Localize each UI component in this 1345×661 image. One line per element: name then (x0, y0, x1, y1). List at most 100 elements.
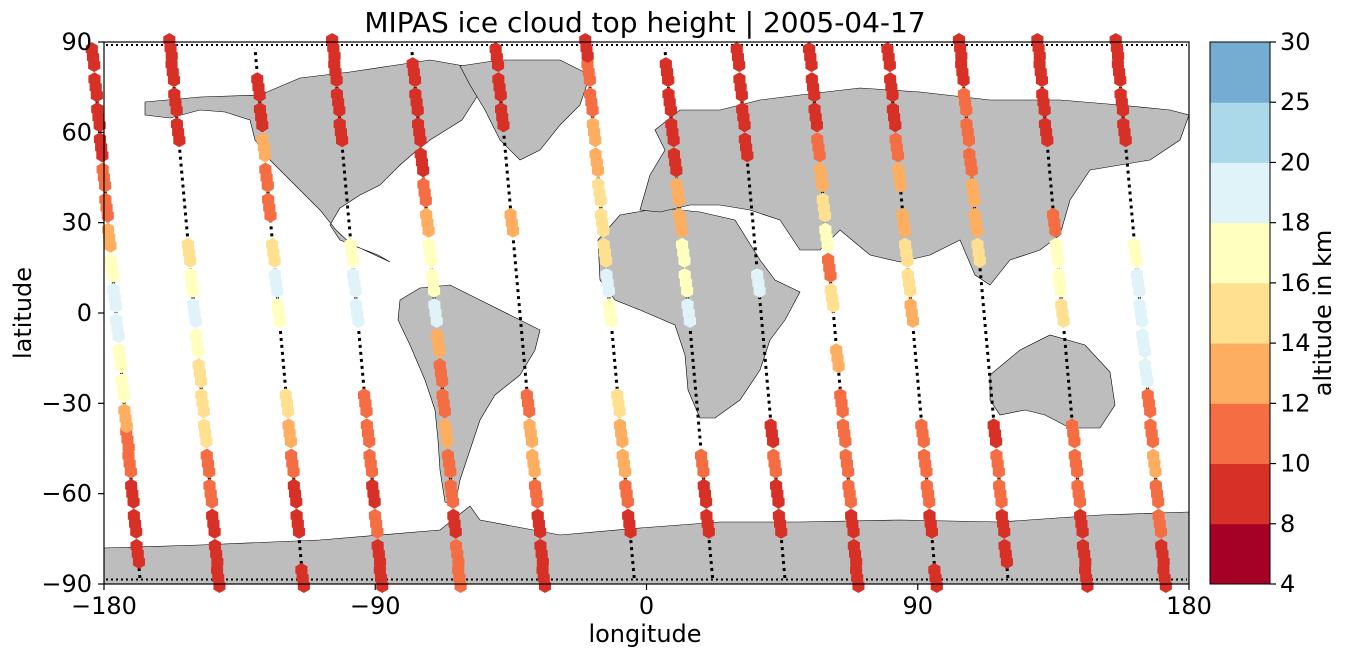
cloud-hex-mark (374, 554, 387, 569)
cloud-hex-mark (452, 554, 465, 569)
cloud-hex-mark (523, 404, 536, 419)
cloud-hex-mark (738, 118, 751, 133)
colorbar-segment (1210, 282, 1270, 344)
cloud-hex-mark (810, 118, 823, 133)
cloud-hex-mark (449, 524, 462, 539)
land-africa (597, 207, 801, 419)
cloud-hex-mark (271, 283, 284, 298)
cloud-hex-mark (700, 494, 713, 509)
cloud-hex-mark (906, 314, 919, 328)
cloud-hex-mark (930, 579, 943, 593)
cloud-hex-mark (1052, 253, 1065, 268)
cloud-hex-mark (1076, 524, 1089, 539)
colorbar-tick-label: 25 (1280, 88, 1311, 116)
cloud-hex-mark (349, 283, 362, 298)
cloud-hex-mark (920, 464, 933, 479)
cloud-hex-mark (753, 283, 766, 298)
cloud-hex-mark (589, 133, 602, 148)
cloud-hex-mark (1135, 314, 1148, 328)
cloud-hex-mark (346, 253, 359, 268)
cloud-hex-mark (842, 464, 855, 479)
cloud-hex-mark (287, 464, 300, 479)
cloud-hex-mark (186, 283, 199, 298)
cloud-hex-mark (819, 208, 832, 223)
cloud-hex-mark (624, 524, 637, 539)
cloud-hex-mark (850, 554, 863, 569)
cloud-hex-mark (664, 103, 677, 118)
cloud-hex-mark (130, 524, 143, 539)
cloud-hex-mark (965, 163, 978, 178)
cloud-hex-mark (328, 49, 341, 63)
cloud-hex-mark (264, 208, 277, 223)
cloud-hex-mark (167, 73, 180, 88)
cloud-hex-mark (735, 88, 748, 103)
colorbar-tick-label: 20 (1280, 148, 1311, 176)
cloud-hex-mark (583, 73, 596, 88)
cloud-hex-mark (192, 344, 205, 359)
cloud-hex-mark (101, 208, 114, 223)
cloud-hex-mark (925, 524, 938, 539)
colorbar-segment (1210, 102, 1270, 163)
cloud-hex-mark (454, 579, 467, 593)
cloud-hex-mark (616, 434, 629, 449)
cloud-hex-mark (962, 133, 975, 148)
cloud-hex-mark (273, 314, 287, 328)
cloud-hex-mark (621, 494, 634, 509)
cloud-hex-mark (990, 434, 1003, 449)
cloud-hex-mark (1079, 554, 1092, 569)
colorbar-segment (1210, 523, 1270, 585)
cloud-hex-mark (594, 193, 607, 208)
cloud-hex-mark (670, 163, 683, 178)
cloud-hex-mark (904, 283, 917, 298)
cloud-hex-mark (678, 253, 691, 268)
cloud-hex-mark (662, 73, 675, 88)
cloud-hex-mark (184, 253, 197, 268)
cloud-hex-mark (99, 178, 112, 193)
cloud-hex-mark (417, 163, 430, 178)
cloud-hex-mark (836, 404, 849, 419)
cloud-hex-mark (282, 404, 295, 419)
cloud-hex-mark (839, 434, 852, 449)
cloud-hex-mark (409, 73, 422, 88)
cloud-hex-mark (821, 238, 834, 253)
cloud-hex-mark (371, 524, 384, 539)
x-tick-label: −90 (350, 592, 401, 620)
cloud-hex-mark (1133, 283, 1146, 298)
cloud-hex-mark (767, 434, 780, 449)
cloud-hex-mark (173, 133, 186, 148)
x-tick-label: 0 (639, 592, 654, 620)
cloud-hex-mark (205, 494, 218, 509)
y-tick-label: 90 (61, 28, 92, 56)
colorbar-tick-label: 10 (1280, 450, 1311, 478)
cloud-hex-mark (1000, 554, 1013, 569)
cloud-hex-mark (333, 103, 346, 118)
cloud-hex-mark (411, 103, 424, 118)
cloud-hex-mark (1144, 404, 1157, 419)
cloud-hex-mark (827, 298, 840, 313)
cloud-hex-mark (1033, 49, 1046, 63)
cloud-hex-mark (436, 374, 449, 389)
cloud-hex-mark (847, 524, 860, 539)
cloud-hex-mark (132, 554, 145, 569)
cloud-hex-mark (104, 238, 117, 253)
colorbar-tick-label: 8 (1280, 510, 1295, 538)
colorbar-segment (1210, 162, 1270, 224)
y-tick-label: 30 (61, 209, 92, 237)
cloud-hex-mark (528, 464, 541, 479)
cloud-hex-mark (901, 253, 914, 268)
cloud-hex-mark (203, 464, 216, 479)
cloud-hex-mark (775, 524, 788, 539)
y-tick-label: 0 (77, 299, 92, 327)
cloud-hex-mark (534, 524, 547, 539)
y-tick-label: −30 (41, 389, 92, 417)
cloud-hex-mark (844, 494, 857, 509)
cloud-hex-mark (213, 579, 226, 593)
cloud-hex-mark (1081, 579, 1094, 593)
y-axis-label: latitude (9, 267, 37, 359)
cloud-hex-mark (360, 404, 373, 419)
cloud-hex-mark (336, 133, 349, 148)
cloud-hex-mark (428, 283, 441, 298)
cloud-hex-mark (898, 223, 911, 238)
land-australia (989, 334, 1116, 429)
cloud-hex-mark (127, 494, 140, 509)
